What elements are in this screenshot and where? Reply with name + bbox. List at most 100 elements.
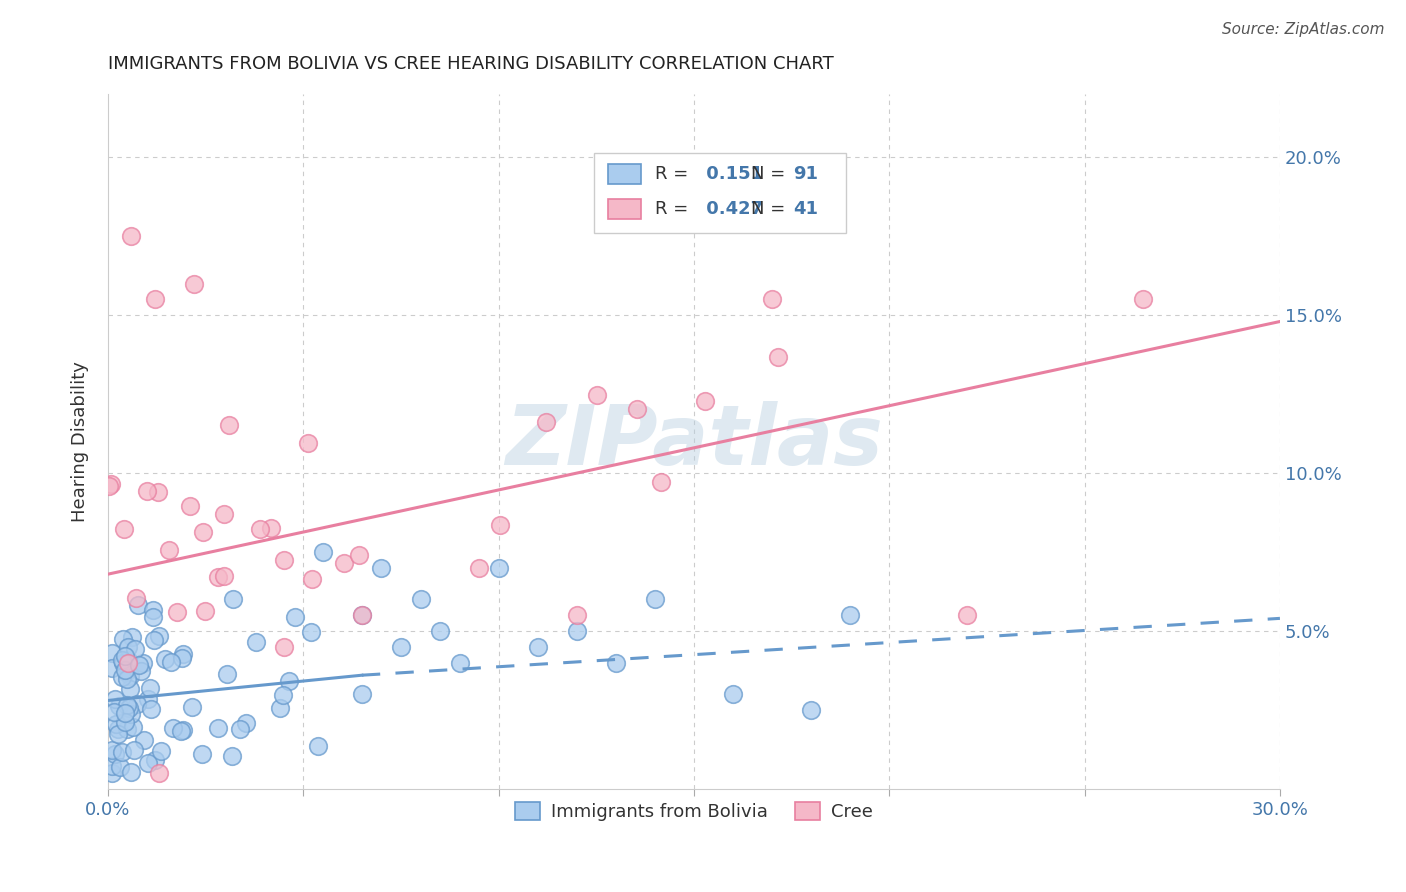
Text: 0.427: 0.427 <box>700 200 763 218</box>
Point <box>107 727 129 741</box>
Point <box>136 691 159 706</box>
Y-axis label: Hearing Disability: Hearing Disability <box>72 361 89 522</box>
Point <box>160 655 183 669</box>
Point <box>101 742 124 756</box>
Point <box>191 525 214 540</box>
Point <box>170 650 193 665</box>
Point <box>307 739 329 754</box>
Point <box>98 479 121 493</box>
Point <box>179 499 201 513</box>
Point <box>488 561 510 575</box>
Point <box>110 653 132 667</box>
Point <box>468 561 491 575</box>
Point <box>105 717 128 731</box>
Point <box>122 742 145 756</box>
Text: Source: ZipAtlas.com: Source: ZipAtlas.com <box>1222 22 1385 37</box>
Point <box>111 670 134 684</box>
Point <box>114 649 136 664</box>
Point <box>149 744 172 758</box>
Point <box>136 756 159 771</box>
Point <box>347 549 370 563</box>
Point <box>217 667 239 681</box>
Point <box>644 592 666 607</box>
Point <box>132 732 155 747</box>
Point <box>301 572 323 586</box>
Point <box>721 687 744 701</box>
Point <box>194 604 217 618</box>
Point <box>212 507 235 521</box>
Text: R =: R = <box>655 165 689 183</box>
Point <box>115 723 138 737</box>
Point <box>115 673 138 687</box>
Point <box>273 640 295 654</box>
Point <box>139 681 162 695</box>
Point <box>489 517 512 532</box>
Point <box>142 632 165 647</box>
Point <box>159 543 181 558</box>
Point <box>190 747 212 761</box>
Text: N =: N = <box>751 200 786 218</box>
Text: 0.151: 0.151 <box>700 165 763 183</box>
Point <box>269 701 291 715</box>
Point <box>534 415 557 429</box>
Point <box>125 697 148 711</box>
Point <box>128 658 150 673</box>
Point <box>124 641 146 656</box>
Text: ZIPatlas: ZIPatlas <box>505 401 883 482</box>
Point <box>800 703 823 717</box>
Point <box>332 556 354 570</box>
Point <box>229 722 252 736</box>
Point <box>626 401 648 416</box>
Point <box>350 687 373 701</box>
Point <box>693 394 716 409</box>
Point <box>166 605 188 619</box>
Point <box>121 630 143 644</box>
Point <box>114 663 136 677</box>
Point <box>101 646 124 660</box>
Point <box>104 747 127 762</box>
Text: IMMIGRANTS FROM BOLIVIA VS CREE HEARING DISABILITY CORRELATION CHART: IMMIGRANTS FROM BOLIVIA VS CREE HEARING … <box>108 55 834 73</box>
Point <box>172 723 194 738</box>
Point <box>449 656 471 670</box>
Point <box>429 624 451 638</box>
Point <box>114 706 136 721</box>
Point <box>111 745 134 759</box>
Point <box>101 765 124 780</box>
FancyBboxPatch shape <box>609 199 641 219</box>
Point <box>120 765 142 780</box>
Point <box>111 656 134 670</box>
Point <box>104 691 127 706</box>
Point <box>370 561 392 575</box>
Point <box>526 640 548 654</box>
FancyBboxPatch shape <box>609 164 641 184</box>
Point <box>118 700 141 714</box>
Point <box>118 681 141 696</box>
Point <box>117 656 139 670</box>
Point <box>107 722 129 736</box>
Point <box>271 688 294 702</box>
Point <box>135 484 157 499</box>
Point <box>312 545 335 559</box>
Point <box>214 569 236 583</box>
Point <box>118 669 141 683</box>
Point <box>142 603 165 617</box>
Point <box>409 592 432 607</box>
Point <box>761 293 783 307</box>
Point <box>121 720 143 734</box>
Point <box>114 715 136 730</box>
Point <box>170 724 193 739</box>
Point <box>650 475 672 489</box>
Point <box>273 553 295 567</box>
Point <box>115 665 138 680</box>
FancyBboxPatch shape <box>595 153 846 233</box>
Point <box>350 608 373 623</box>
Point <box>839 608 862 623</box>
Point <box>260 521 283 535</box>
Point <box>183 277 205 291</box>
Point <box>127 598 149 612</box>
Point <box>108 760 131 774</box>
Point <box>148 629 170 643</box>
Point <box>111 632 134 646</box>
Point <box>766 350 789 364</box>
Point <box>1132 293 1154 307</box>
